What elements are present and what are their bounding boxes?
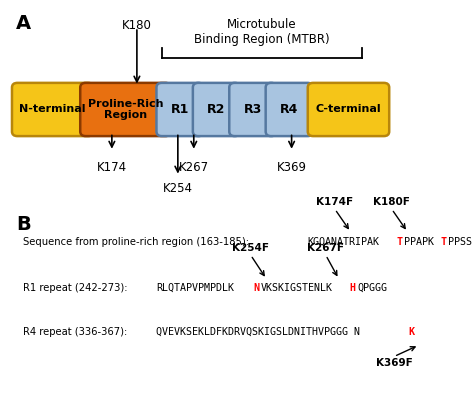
Text: K267: K267 bbox=[179, 161, 209, 174]
Text: R1: R1 bbox=[171, 103, 189, 116]
Text: PPSS: PPSS bbox=[448, 237, 472, 247]
Text: KGQANATRIPAK: KGQANATRIPAK bbox=[307, 237, 379, 247]
Text: K180: K180 bbox=[122, 20, 152, 32]
Text: QPGGG: QPGGG bbox=[357, 282, 387, 292]
Text: RLQTAPVPMPDLK: RLQTAPVPMPDLK bbox=[156, 282, 235, 292]
Text: R4 repeat (336-367):: R4 repeat (336-367): bbox=[23, 327, 130, 337]
Text: H: H bbox=[350, 282, 356, 292]
Text: K254F: K254F bbox=[232, 243, 269, 253]
FancyBboxPatch shape bbox=[156, 83, 204, 136]
Text: K254: K254 bbox=[163, 182, 193, 195]
Text: VKSKIGSTENLK: VKSKIGSTENLK bbox=[261, 282, 332, 292]
Text: R1 repeat (242-273):: R1 repeat (242-273): bbox=[23, 282, 131, 292]
Text: Proline-Rich
Region: Proline-Rich Region bbox=[88, 99, 163, 120]
Text: Sequence from proline-rich region (163-185):: Sequence from proline-rich region (163-1… bbox=[23, 237, 252, 247]
Text: K174: K174 bbox=[97, 161, 127, 174]
Text: A: A bbox=[16, 14, 31, 33]
Text: N-terminal: N-terminal bbox=[19, 105, 86, 115]
FancyBboxPatch shape bbox=[80, 83, 171, 136]
Text: K267F: K267F bbox=[307, 243, 344, 253]
Text: PPAPK: PPAPK bbox=[403, 237, 434, 247]
Text: T: T bbox=[396, 237, 402, 247]
FancyBboxPatch shape bbox=[229, 83, 277, 136]
Text: C-terminal: C-terminal bbox=[316, 105, 381, 115]
FancyBboxPatch shape bbox=[308, 83, 389, 136]
Text: K369: K369 bbox=[277, 161, 307, 174]
Text: K: K bbox=[409, 327, 415, 337]
Text: N: N bbox=[253, 282, 259, 292]
Text: K174F: K174F bbox=[316, 197, 354, 207]
Text: B: B bbox=[16, 215, 31, 234]
Text: R3: R3 bbox=[244, 103, 262, 116]
Text: Microtubule
Binding Region (MTBR): Microtubule Binding Region (MTBR) bbox=[194, 18, 330, 46]
FancyBboxPatch shape bbox=[12, 83, 93, 136]
Text: R4: R4 bbox=[280, 103, 299, 116]
Text: K180F: K180F bbox=[374, 197, 410, 207]
Text: R2: R2 bbox=[207, 103, 226, 116]
Text: QVEVKSEKLDFKDRVQSKIGSLDNITHVPGGG N: QVEVKSEKLDFKDRVQSKIGSLDNITHVPGGG N bbox=[156, 327, 360, 337]
Text: T: T bbox=[441, 237, 447, 247]
FancyBboxPatch shape bbox=[265, 83, 313, 136]
FancyBboxPatch shape bbox=[193, 83, 240, 136]
Text: K369F: K369F bbox=[375, 358, 412, 368]
